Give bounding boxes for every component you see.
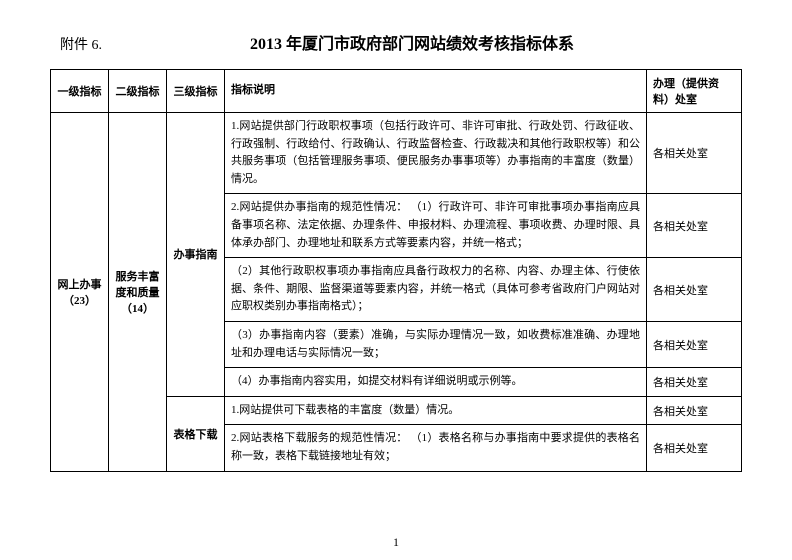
l3-cell-1: 办事指南 (167, 113, 225, 397)
header-l3: 三级指标 (167, 70, 225, 113)
header-dept: 办理（提供资料）处室 (647, 70, 742, 113)
header-l2: 二级指标 (109, 70, 167, 113)
page-number: 1 (0, 535, 792, 550)
desc-cell: 1.网站提供可下载表格的丰富度（数量）情况。 (225, 396, 647, 425)
dept-cell: 各相关处室 (647, 425, 742, 471)
indicator-table: 一级指标 二级指标 三级指标 指标说明 办理（提供资料）处室 网上办事（23） … (50, 69, 742, 472)
desc-cell: （2）其他行政职权事项办事指南应具备行政权力的名称、内容、办理主体、行使依据、条… (225, 258, 647, 322)
desc-cell: （3）办事指南内容（要素）准确，与实际办理情况一致，如收费标准准确、办理地址和办… (225, 321, 647, 367)
desc-cell: （4）办事指南内容实用，如提交材料有详细说明或示例等。 (225, 368, 647, 397)
page-title: 2013 年厦门市政府部门网站绩效考核指标体系 (82, 30, 742, 54)
desc-cell: 1.网站提供部门行政职权事项（包括行政许可、非许可审批、行政处罚、行政征收、行政… (225, 113, 647, 194)
table-row: 网上办事（23） 服务丰富度和质量（14） 办事指南 1.网站提供部门行政职权事… (51, 113, 742, 194)
dept-cell: 各相关处室 (647, 113, 742, 194)
l2-cell: 服务丰富度和质量（14） (109, 113, 167, 472)
dept-cell: 各相关处室 (647, 258, 742, 322)
header-l1: 一级指标 (51, 70, 109, 113)
header-desc: 指标说明 (225, 70, 647, 113)
dept-cell: 各相关处室 (647, 194, 742, 258)
table-header-row: 一级指标 二级指标 三级指标 指标说明 办理（提供资料）处室 (51, 70, 742, 113)
dept-cell: 各相关处室 (647, 368, 742, 397)
desc-cell: 2.网站表格下载服务的规范性情况： （1）表格名称与办事指南中要求提供的表格名称… (225, 425, 647, 471)
l3-cell-2: 表格下载 (167, 396, 225, 471)
l1-cell: 网上办事（23） (51, 113, 109, 472)
dept-cell: 各相关处室 (647, 321, 742, 367)
desc-cell: 2.网站提供办事指南的规范性情况： （1）行政许可、非许可审批事项办事指南应具备… (225, 194, 647, 258)
dept-cell: 各相关处室 (647, 396, 742, 425)
